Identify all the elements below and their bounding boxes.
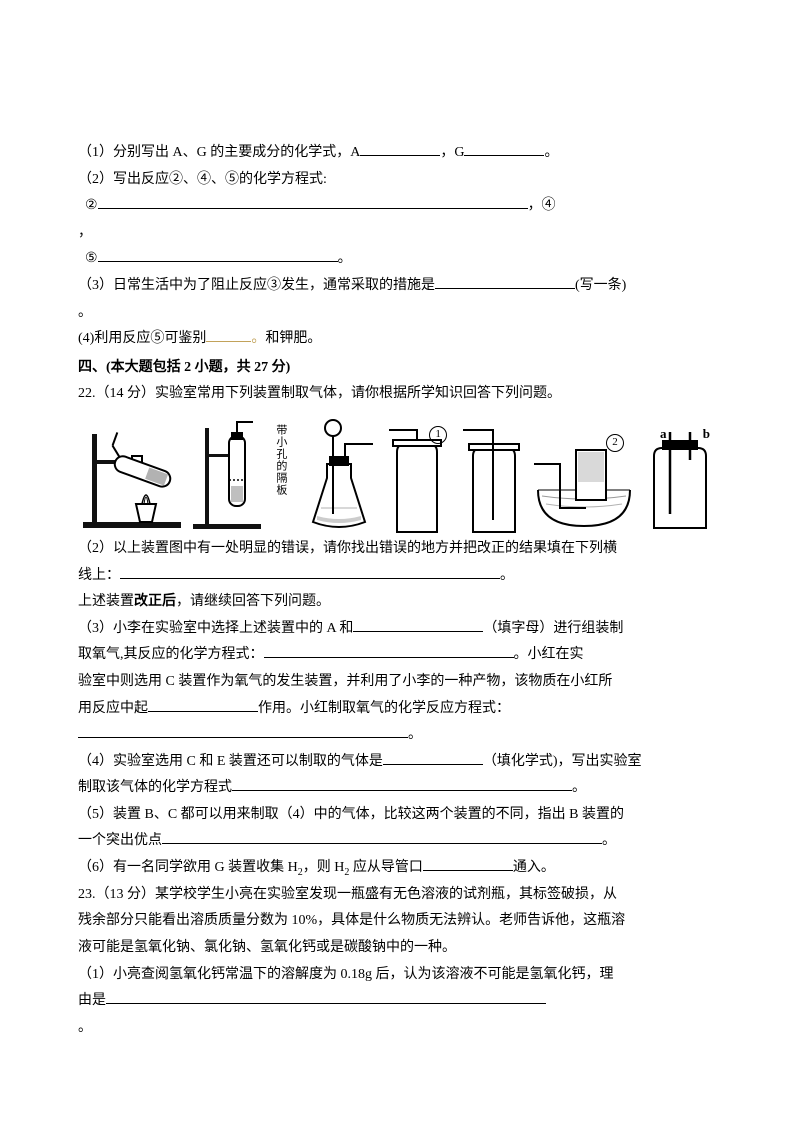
q22-p3-l1: （3）小李在实验室中选择上述装置中的 A 和 （填字母）进行组装制	[78, 616, 722, 643]
q21-eq5: ⑤。	[78, 246, 722, 273]
text: ，④	[528, 198, 556, 213]
text: （3）小李在实验室中选择上述装置中的 A 和	[78, 621, 353, 636]
perforated-plate-label: 带小孔的隔板	[270, 424, 291, 496]
circle-1: 1	[429, 426, 447, 444]
blank	[162, 829, 602, 844]
blank	[383, 750, 483, 765]
text: ⑤	[85, 251, 98, 266]
text: 。	[408, 727, 422, 742]
q23-p1-end: 。	[78, 1015, 722, 1042]
q23-l1: 23.（13 分）某学校学生小亮在实验室发现一瓶盛有无色溶液的试剂瓶，其标签破损…	[78, 882, 722, 909]
q22-p2-l3: 上述装置改正后，请继续回答下列问题。	[78, 589, 722, 616]
blank	[353, 617, 483, 632]
text: （6）有一名同学欲用 G 装置收集 H	[78, 860, 298, 875]
blank	[98, 247, 338, 262]
q22-p2-l2: 线上： 。	[78, 563, 722, 590]
text: 一个突出优点	[78, 833, 162, 848]
text: 作用。小红制取氧气的化学反应方程式：	[258, 701, 510, 716]
blank	[148, 697, 258, 712]
apparatus-figure: 带小孔的隔板 1	[78, 414, 722, 534]
text: 。小红在实	[514, 647, 584, 662]
text: ，请继续回答下列问题。	[176, 594, 330, 609]
text: ②	[85, 198, 98, 213]
blank	[98, 194, 528, 209]
text: 用反应中起	[78, 701, 148, 716]
text: 取氧气,其反应的化学方程式：	[78, 647, 264, 662]
text: 。	[338, 251, 352, 266]
text: ，G	[440, 145, 464, 160]
text: （4）实验室选用 C 和 E 装置还可以制取的气体是	[78, 754, 383, 769]
dot: 。	[251, 331, 265, 346]
text: (写一条)	[575, 278, 626, 293]
q23-l2: 残余部分只能看出溶质质量分数为 10%，具体是什么物质无法辨认。老师告诉他，这瓶…	[78, 908, 722, 935]
q21-part3: （3）日常生活中为了阻止反应③发生，通常采取的措施是 (写一条)	[78, 273, 722, 300]
text: 上述装置	[78, 594, 134, 609]
blank	[106, 989, 546, 1004]
blank	[78, 723, 408, 738]
q22-p3-l4: 用反应中起 作用。小红制取氧气的化学反应方程式：	[78, 696, 722, 723]
apparatus-c	[297, 414, 379, 534]
q22-p5-l2: 一个突出优点 。	[78, 828, 722, 855]
blank	[423, 856, 513, 871]
label-a: a	[660, 422, 667, 447]
circle-2: 2	[606, 434, 624, 452]
blank	[206, 327, 251, 342]
q22-p3-l3: 验室中则选用 C 装置作为氧气的发生装置，并利用了小李的一种产物，该物质在小红所	[78, 669, 722, 696]
q22-p3-l5: 。	[78, 722, 722, 749]
blank	[360, 141, 440, 156]
apparatus-a	[78, 414, 181, 534]
exam-page: （1）分别写出 A、G 的主要成分的化学式，A ，G 。 （2）写出反应②、④、⑤的…	[0, 0, 800, 1131]
text: 。	[500, 568, 514, 583]
label-b: b	[703, 422, 710, 447]
apparatus-e	[457, 424, 526, 534]
q22-p4-l2: 制取该气体的化学方程式 。	[78, 775, 722, 802]
text: 线上：	[78, 568, 120, 583]
text: 。	[572, 780, 586, 795]
apparatus-g-wrap: a b	[642, 424, 722, 534]
q22-p4-l1: （4）实验室选用 C 和 E 装置还可以制取的气体是 （填化学式)，写出实验室	[78, 749, 722, 776]
blank	[264, 643, 514, 658]
q21-part1: （1）分别写出 A、G 的主要成分的化学式，A ，G 。	[78, 140, 722, 167]
q22-p5-l1: （5）装置 B、C 都可以用来制取（4）中的气体，比较这两个装置的不同，指出 B…	[78, 802, 722, 829]
apparatus-d-wrap: 1	[385, 424, 451, 534]
blank	[435, 274, 575, 289]
text: （填字母）进行组装制	[483, 621, 623, 636]
q22-p2-l1: （2）以上装置图中有一处明显的错误，请你找出错误的地方并把改正的结果填在下列横	[78, 536, 722, 563]
text: 。	[544, 145, 558, 160]
text: 应从导管口	[349, 860, 423, 875]
apparatus-f-wrap: 2	[532, 434, 636, 534]
text: 和钾肥。	[265, 331, 321, 346]
text: (4)利用反应⑤可鉴别	[78, 331, 206, 346]
q22-p6: （6）有一名同学欲用 G 装置收集 H2，则 H2 应从导管口通入。	[78, 855, 722, 882]
text: 由是	[78, 993, 106, 1008]
text: （1）分别写出 A、G 的主要成分的化学式，A	[78, 145, 360, 160]
text: （3）日常生活中为了阻止反应③发生，通常采取的措施是	[78, 278, 435, 293]
q21-part3-end: 。	[78, 300, 722, 327]
apparatus-g	[642, 424, 722, 534]
q23-p1-l2: 由是	[78, 988, 722, 1015]
q23-l3: 液可能是氢氧化钠、氯化钠、氢氧化钙或是碳酸钠中的一种。	[78, 935, 722, 962]
text: （填化学式)，写出实验室	[483, 754, 642, 769]
blank	[120, 564, 500, 579]
text: 制取该气体的化学方程式	[78, 780, 232, 795]
q21-part4: (4)利用反应⑤可鉴别 。和钾肥。	[78, 326, 722, 353]
blank	[232, 776, 572, 791]
q21-punc: ，	[78, 220, 722, 247]
q21-part2-head: （2）写出反应②、④、⑤的化学方程式:	[78, 167, 722, 194]
q23-p1-l1: （1）小亮查阅氢氧化钙常温下的溶解度为 0.18g 后，认为该溶液不可能是氢氧化…	[78, 962, 722, 989]
q22-p3-l2: 取氧气,其反应的化学方程式： 。小红在实	[78, 642, 722, 669]
text: 改正后	[134, 594, 176, 609]
q22-stem: 22.（14 分）实验室常用下列装置制取气体，请你根据所学知识回答下列问题。	[78, 381, 722, 408]
apparatus-b	[187, 414, 264, 534]
text: 通入。	[513, 860, 555, 875]
text: 。	[602, 833, 616, 848]
blank	[464, 141, 544, 156]
section-4-title: 四、(本大题包括 2 小题，共 27 分)	[78, 355, 722, 382]
text: ，则 H	[303, 860, 345, 875]
q21-eq2: ② ，④	[78, 193, 722, 220]
